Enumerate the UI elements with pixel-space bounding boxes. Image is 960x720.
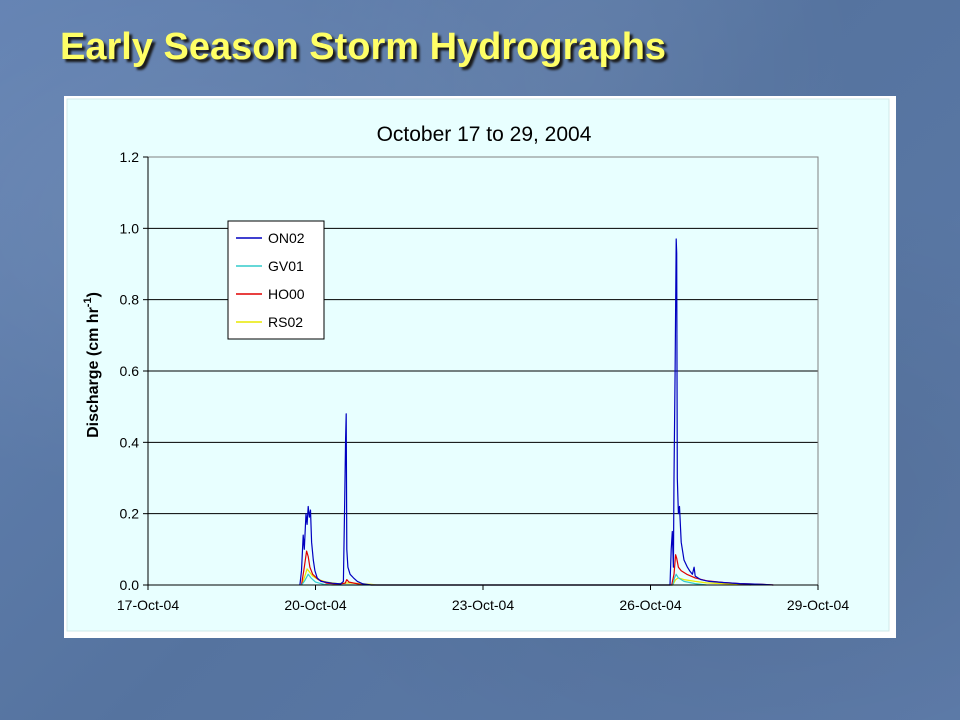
y-tick-label: 1.0 xyxy=(120,220,140,236)
axes xyxy=(143,156,819,590)
chart-frame: October 17 to 29, 2004 0.0 0.2 0.4 0.6 0.8 1.… xyxy=(64,96,896,638)
y-tick-label: 0.2 xyxy=(120,506,140,522)
chart-title: October 17 to 29, 2004 xyxy=(377,123,592,146)
x-tick-label: 26-Oct-04 xyxy=(619,597,681,613)
series-line-on02 xyxy=(299,238,774,586)
x-tick-label: 20-Oct-04 xyxy=(284,597,346,613)
y-axis-label: Discharge (cm hr-1) xyxy=(82,292,102,438)
y-tick-label: 0.6 xyxy=(120,363,140,379)
y-tick-label: 0.0 xyxy=(120,577,140,593)
x-tick-label: 29-Oct-04 xyxy=(787,597,849,613)
x-tick-label: 17-Oct-04 xyxy=(117,597,179,613)
y-tick-label: 1.2 xyxy=(120,149,140,165)
y-axis-label-superscript: -1 xyxy=(82,297,94,307)
hydrograph-chart: October 17 to 29, 2004 0.0 0.2 0.4 0.6 0.8 1.… xyxy=(66,98,890,632)
legend-label-rs02: RS02 xyxy=(268,314,303,330)
y-axis-label-main: Discharge (cm hr xyxy=(85,307,102,438)
legend-label-ho00: HO00 xyxy=(268,286,305,302)
legend: ON02 GV01 HO00 RS02 xyxy=(227,220,325,340)
chart-area-background xyxy=(66,98,890,632)
legend-label-on02: ON02 xyxy=(268,230,305,246)
y-tick-label: 0.4 xyxy=(120,434,140,450)
y-axis-label-close: ) xyxy=(85,292,102,297)
y-tick-label: 0.8 xyxy=(120,292,140,308)
legend-label-gv01: GV01 xyxy=(268,258,304,274)
x-tick-labels: 17-Oct-04 20-Oct-04 23-Oct-04 26-Oct-04 29-O… xyxy=(117,597,849,613)
x-tick-label: 23-Oct-04 xyxy=(452,597,514,613)
legend-box xyxy=(227,220,325,340)
y-tick-labels: 0.0 0.2 0.4 0.6 0.8 1.0 1.2 xyxy=(120,149,140,593)
slide-title: Early Season Storm Hydrographs xyxy=(60,26,667,68)
